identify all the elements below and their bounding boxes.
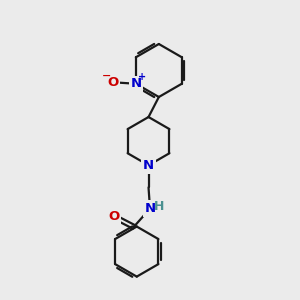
Text: O: O [107, 76, 118, 89]
Text: N: N [130, 77, 141, 90]
Text: O: O [108, 210, 119, 223]
Text: −: − [102, 71, 111, 81]
Text: N: N [144, 202, 156, 215]
Text: H: H [154, 200, 165, 213]
Text: +: + [138, 72, 146, 82]
Text: N: N [143, 159, 154, 172]
